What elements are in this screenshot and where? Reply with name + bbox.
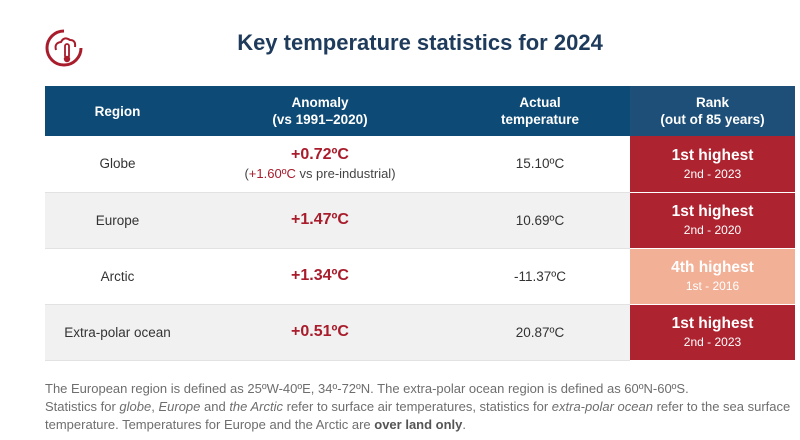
table-row: Globe +0.72ºC (+1.60ºC vs pre-industrial… (45, 136, 795, 193)
footnote-regions: The European region is defined as 25ºW-4… (45, 381, 689, 396)
rank-cell: 1st highest 2nd - 2023 (630, 304, 795, 361)
header-anomaly: Anomaly (vs 1991–2020) (190, 86, 450, 136)
anomaly-cell: +0.51ºC (190, 304, 450, 361)
rank-value: 1st highest (671, 146, 754, 164)
footnote-statistics: Statistics for globe, Europe and the Arc… (45, 399, 791, 414)
footnotes: The European region is defined as 25ºW-4… (45, 380, 795, 434)
header-region-label: Region (94, 103, 141, 119)
anomaly-value: +1.34ºC (291, 267, 349, 284)
rank-second: 2nd - 2020 (683, 223, 742, 237)
rank-value: 4th highest (671, 259, 754, 276)
rank-second: 2nd - 2023 (683, 335, 742, 349)
anomaly-cell: +0.72ºC (+1.60ºC vs pre-industrial) (190, 136, 450, 193)
rank-value: 1st highest (671, 203, 754, 220)
anomaly-cell: +1.47ºC (190, 192, 450, 249)
rank-cell: 1st highest 2nd - 2020 (630, 192, 795, 249)
anomaly-preindustrial: (+1.60ºC vs pre-industrial) (244, 166, 396, 182)
footnote-land-only: temperature. Temperatures for Europe and… (45, 417, 467, 432)
anomaly-cell: +1.34ºC (190, 248, 450, 305)
thermometer-logo-icon (45, 29, 83, 67)
region-cell: Globe (45, 136, 190, 193)
rank-second: 1st - 2016 (685, 279, 740, 293)
actual-temp-cell: -11.37ºC (450, 248, 630, 305)
temperature-table: Region Anomaly (vs 1991–2020) Actual tem… (45, 86, 795, 361)
header-region: Region (45, 86, 190, 136)
region-cell: Extra-polar ocean (45, 304, 190, 361)
anomaly-value: +0.72ºC (291, 146, 349, 164)
table-row: Europe +1.47ºC 10.69ºC 1st highest 2nd -… (45, 192, 795, 249)
header-actual: Actual temperature (450, 86, 630, 136)
region-cell: Arctic (45, 248, 190, 305)
header-actual-sublabel: temperature (500, 112, 580, 127)
header-anomaly-label: Anomaly (291, 95, 349, 110)
header-rank-label: Rank (695, 95, 729, 110)
header-rank-sublabel: (out of 85 years) (660, 112, 765, 127)
header-rank: Rank (out of 85 years) (630, 86, 795, 136)
rank-value: 1st highest (671, 315, 754, 332)
anomaly-value: +0.51ºC (291, 323, 349, 340)
logo (44, 28, 84, 68)
page-title: Key temperature statistics for 2024 (237, 30, 603, 55)
anomaly-value: +1.47ºC (291, 211, 349, 228)
table-row: Extra-polar ocean +0.51ºC 20.87ºC 1st hi… (45, 304, 795, 361)
header-anomaly-sublabel: (vs 1991–2020) (272, 112, 368, 127)
actual-temp-cell: 20.87ºC (450, 304, 630, 361)
actual-temp-cell: 15.10ºC (450, 136, 630, 193)
rank-cell: 1st highest 2nd - 2023 (630, 136, 795, 193)
actual-temp-cell: 10.69ºC (450, 192, 630, 249)
header-actual-label: Actual (519, 95, 561, 110)
table-row: Arctic +1.34ºC -11.37ºC 4th highest 1st … (45, 248, 795, 305)
region-cell: Europe (45, 192, 190, 249)
table-header-row: Region Anomaly (vs 1991–2020) Actual tem… (45, 86, 795, 136)
rank-second: 2nd - 2023 (683, 166, 742, 181)
rank-cell: 4th highest 1st - 2016 (630, 248, 795, 305)
